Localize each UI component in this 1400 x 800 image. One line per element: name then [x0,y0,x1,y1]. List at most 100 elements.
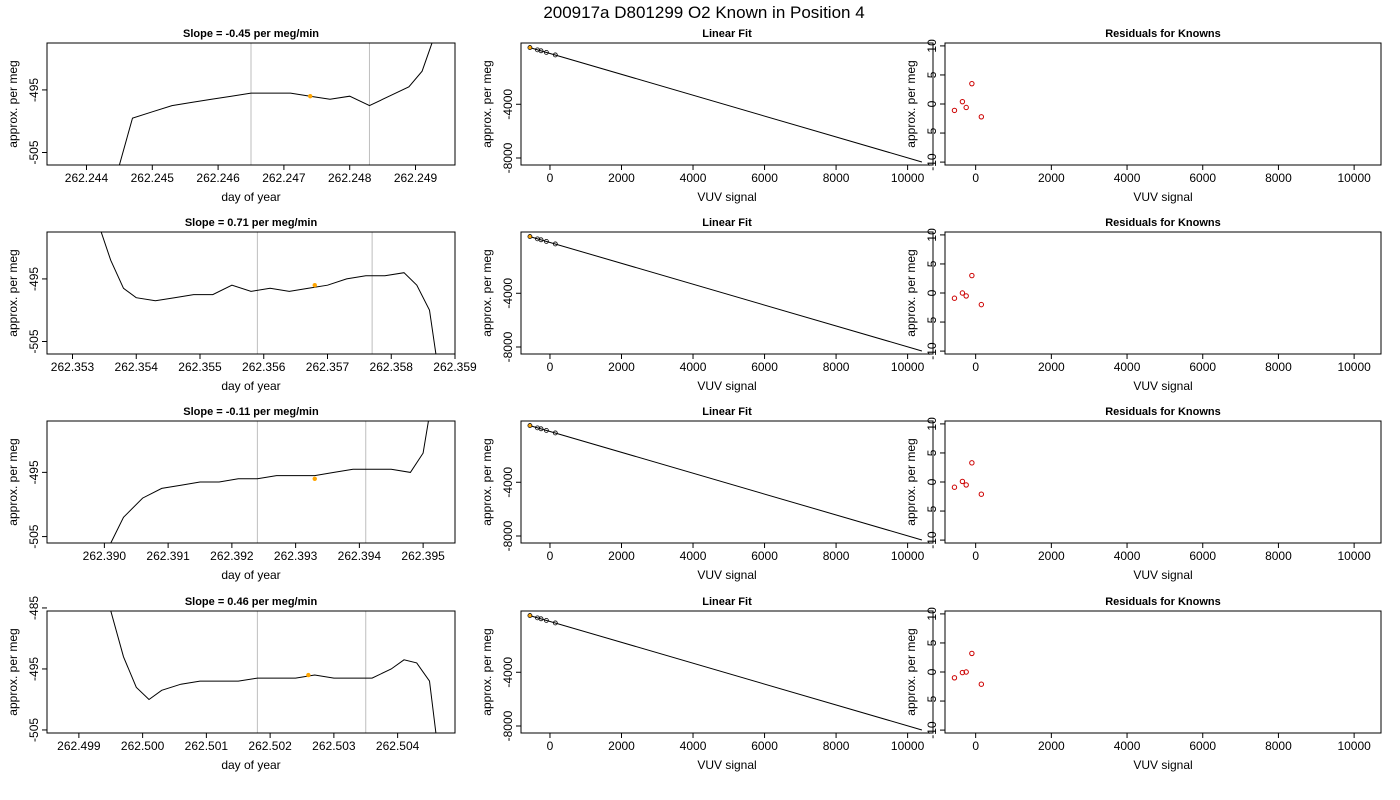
x-tick-label: 8000 [1265,171,1292,185]
residual-point [959,669,966,676]
residual-point [951,295,958,301]
data-point [552,620,558,626]
x-tick-label: 2000 [1038,739,1065,753]
marker-point [312,476,317,481]
figure-title: 200917a D801299 O2 Known in Position 4 [543,3,864,22]
x-tick-label: 8000 [1265,549,1292,563]
x-tick-label: 0 [972,360,979,374]
data-point [538,616,544,622]
y-axis-label: approx. per meg [904,249,918,336]
series-line [529,615,923,731]
data-point [543,50,549,55]
chart-panel: Linear Fit 0 2000 4000 6000 8000 10000 -4000 -80… [480,217,934,393]
panel-title: Residuals for Knowns [1105,406,1221,418]
y-tick-label: 5 [925,639,939,646]
x-tick-label: 262.394 [338,549,382,563]
residual-point [951,675,958,681]
y-tick-label: 0 [925,289,939,296]
x-tick-label: 0 [547,739,554,753]
x-tick-label: 262.390 [83,549,127,563]
chart-panel: Slope = -0.45 per meg/min 262.244 262.245 2… [6,28,456,204]
series-line [529,425,923,541]
x-tick-label: 0 [547,360,554,374]
plot-frame [46,42,456,166]
chart-panel: Linear Fit 0 2000 4000 6000 8000 10000 -4000 -80… [480,406,934,582]
x-tick-label: 6000 [751,360,778,374]
x-axis-label: day of year [221,568,280,582]
y-tick-label: 10 [925,39,939,53]
plot-frame [944,42,1382,166]
panel-title: Linear Fit [702,406,752,418]
x-tick-label: 4000 [680,549,707,563]
x-tick-label: 6000 [1189,549,1216,563]
x-tick-label: 0 [972,171,979,185]
x-tick-label: 10000 [891,171,925,185]
y-tick-label: -5 [925,316,939,327]
x-tick-label: 262.358 [370,360,414,374]
residual-point [963,669,969,675]
plot-frame [46,420,456,544]
residual-point [978,491,985,497]
x-axis-label: day of year [221,190,280,204]
x-tick-label: 262.504 [376,739,420,753]
plot-area [527,613,923,731]
x-tick-label: 0 [547,171,554,185]
residual-point [969,80,975,87]
series-line [110,421,429,543]
series-line [529,47,923,163]
y-tick-label: -8000 [501,142,515,173]
x-tick-label: 2000 [1038,549,1065,563]
x-tick-label: 262.500 [121,739,165,753]
chart-panel: Slope = 0.46 per meg/min 262.499 262.500 26… [6,596,456,772]
data-point [527,423,533,428]
y-axis-label: approx. per meg [480,249,494,336]
residual-point [969,460,975,466]
x-tick-label: 262.249 [394,171,438,185]
x-tick-label: 262.245 [131,171,175,185]
x-tick-label: 262.353 [51,360,95,374]
plot-area [100,232,437,354]
y-tick-label: -4000 [501,467,515,498]
data-point [527,45,533,50]
y-tick-label: 5 [925,260,939,267]
panel-title: Residuals for Knowns [1105,596,1221,608]
y-axis-label: approx. per meg [480,628,494,715]
residual-point [959,98,966,105]
y-axis-label: approx. per meg [6,60,20,147]
plot-area [527,45,923,163]
x-axis-label: VUV signal [697,379,756,393]
x-tick-label: 8000 [823,549,850,563]
y-tick-label: 0 [925,100,939,107]
y-tick-label: -5 [925,127,939,138]
x-tick-label: 262.248 [328,171,372,185]
y-tick-label: -10 [925,342,939,360]
plot-area [527,423,923,541]
plot-frame [46,610,456,734]
y-tick-label: -5 [925,505,939,516]
y-tick-label: -10 [925,153,939,171]
x-tick-label: 262.359 [433,360,477,374]
panel-title: Slope = 0.46 per meg/min [185,596,318,608]
y-axis-label: approx. per meg [904,438,918,525]
x-tick-label: 2000 [608,360,635,374]
y-tick-label: 5 [925,71,939,78]
x-axis-label: VUV signal [1133,190,1192,204]
x-axis-label: VUV signal [1133,758,1192,772]
y-axis-label: approx. per meg [480,60,494,147]
x-tick-label: 2000 [1038,171,1065,185]
panel-title: Slope = -0.11 per meg/min [183,406,319,418]
y-tick-label: -8000 [501,520,515,551]
data-point [527,234,533,239]
residual-point [963,104,969,111]
plot-area [951,272,985,308]
x-axis-label: VUV signal [697,190,756,204]
data-point [552,52,558,58]
data-point [538,48,544,54]
y-tick-label: 10 [925,417,939,431]
residual-point [978,301,985,308]
x-tick-label: 4000 [680,171,707,185]
x-axis-label: VUV signal [697,568,756,582]
x-tick-label: 0 [972,549,979,563]
chart-panel: Slope = 0.71 per meg/min 262.353 262.354 26… [6,217,477,393]
x-axis-label: VUV signal [1133,379,1192,393]
